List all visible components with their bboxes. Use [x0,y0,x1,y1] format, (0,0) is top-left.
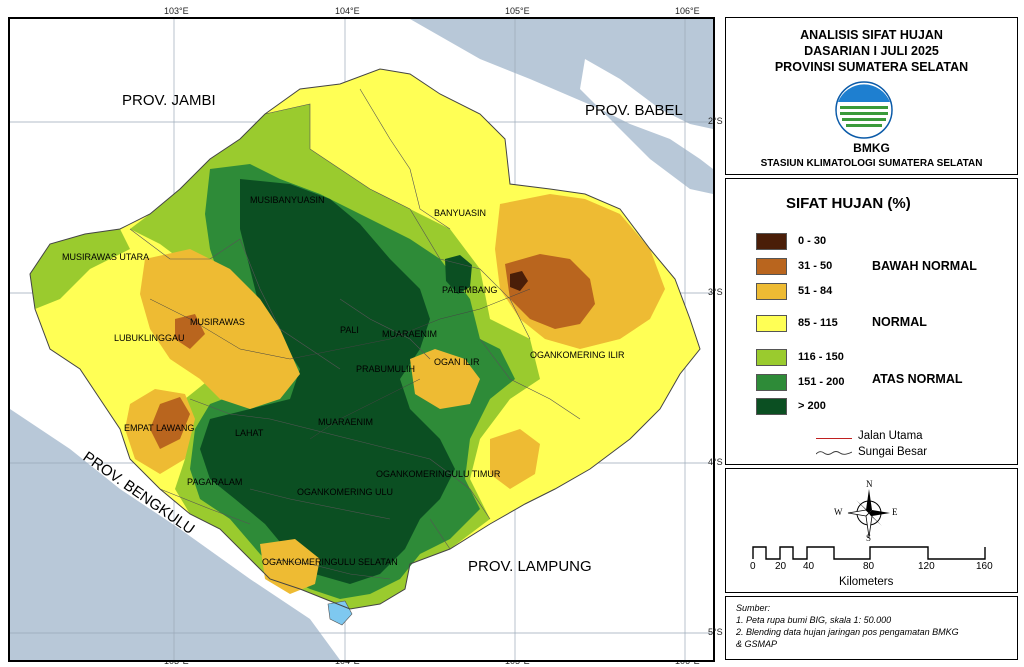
label-oku: OGANKOMERING ULU [297,487,393,497]
label-oku-selatan: OGANKOMERINGULU SELATAN [262,557,398,567]
source-line-1: 1. Peta rupa bumi BIG, skala 1: 50.000 [736,615,892,625]
top-tick-106: 106°E [675,6,700,16]
label-pali: PALI [340,325,359,335]
logo-text: BMKG [853,141,890,155]
scale-tick-120: 120 [918,561,935,572]
label-musibanyuasin: MUSIBANYUASIN [250,195,325,205]
right-tick-2s: 2°S [708,116,723,126]
category-atas-normal: ATAS NORMAL [872,372,963,386]
label-prov-babel: PROV. BABEL [585,102,683,119]
legend-label-200: > 200 [798,400,826,412]
header-panel: ANALISIS SIFAT HUJAN DASARIAN I JULI 202… [725,17,1018,175]
label-empat-lawang: EMPAT LAWANG [124,423,194,433]
river-label: Sungai Besar [858,446,928,458]
legend-swatch-51-84 [756,283,787,300]
rain-class-116-150-west [30,229,130,309]
district-boundaries [129,88,581,580]
legend-swatch-85-115 [756,315,787,332]
land-bangka [580,59,713,169]
label-palembang: PALEMBANG [442,285,497,295]
category-normal: NORMAL [872,315,927,329]
legend-swatch-31-50 [756,258,787,275]
label-muaraenim: MUARAENIM [318,417,373,427]
river-line-icon [816,451,852,455]
legend-panel: SIFAT HUJAN (%) 0 - 30 31 - 50 51 - 84 8… [725,178,1018,465]
compass-rose-icon [847,489,890,538]
label-prabumulih: PRABUMULIH [356,364,415,374]
legend-label-31-50: 31 - 50 [798,260,833,272]
title-line-1: ANALISIS SIFAT HUJAN [800,28,943,42]
label-ogankomering-ilir: OGANKOMERING ILIR [530,350,625,360]
source-panel: Sumber: 1. Peta rupa bumi BIG, skala 1: … [725,596,1018,660]
bmkg-logo-icon [835,81,893,139]
label-prov-lampung: PROV. LAMPUNG [468,558,592,575]
rain-class-51-84-okut [490,429,540,489]
road-label: Jalan Utama [858,430,923,442]
rain-class-31-50-empatlawang [150,397,190,449]
legend-label-0-30: 0 - 30 [798,235,827,247]
compass-s: S [866,533,872,543]
province-outline [29,68,701,610]
rain-class-0-30 [510,271,528,291]
label-pagaralam: PAGARALAM [187,477,242,487]
legend-label-151-200: 151 - 200 [798,376,845,388]
road-line-icon [816,438,852,439]
compass-w: W [834,507,843,517]
label-ogan-ilir: OGAN ILIR [434,357,480,367]
legend-swatch-200 [756,398,787,415]
top-tick-103: 103°E [164,6,189,16]
right-tick-4s: 4°S [708,457,723,467]
source-line-2: 2. Blending data hujan jaringan pos peng… [736,627,959,637]
label-banyuasin: BANYUASIN [434,208,486,218]
label-okut: OGANKOMERINGULU TIMUR [376,469,501,479]
legend-label-116-150: 116 - 150 [798,351,844,363]
label-lahat: LAHAT [235,428,264,438]
category-bawah-normal: BAWAH NORMAL [872,259,977,273]
rivers [149,288,531,440]
rain-class-51-84-musirawas [140,249,300,409]
scale-tick-80: 80 [863,561,875,572]
top-tick-104: 104°E [335,6,360,16]
station-name: STASIUN KLIMATOLOGI SUMATERA SELATAN [760,158,983,169]
scale-unit: Kilometers [839,576,894,588]
top-tick-105: 105°E [505,6,530,16]
rain-class-31-50-musirawas [175,314,205,349]
source-line-3: & GSMAP [736,639,778,649]
scale-tick-40: 40 [803,561,815,572]
label-lubuklinggau: LUBUKLINGGAU [114,333,185,343]
rain-class-200 [200,179,455,584]
title-line-3: PROVINSI SUMATERA SELATAN [774,60,969,74]
source-heading: Sumber: [736,603,771,613]
scale-panel: N E S W 0 20 40 80 120 160 Kilometers [725,468,1018,593]
legend-label-85-115: 85 - 115 [798,317,838,329]
legend-title: SIFAT HUJAN (%) [786,195,911,212]
label-prov-jambi: PROV. JAMBI [122,92,216,109]
legend-swatch-151-200 [756,374,787,391]
rain-class-51-84-oganilir [410,349,480,409]
label-musirawas: MUSIRAWAS [190,317,245,327]
legend-swatch-116-150 [756,349,787,366]
legend-label-51-84: 51 - 84 [798,285,833,297]
map-canvas[interactable]: PROV. JAMBI PROV. BABEL PROV. BENGKULU P… [10,19,713,660]
label-musirawas-utara: MUSIRAWAS UTARA [62,252,149,262]
compass-n: N [866,479,873,489]
scale-bar [752,546,986,560]
right-tick-3s: 3°S [708,287,723,297]
map-frame[interactable]: PROV. JAMBI PROV. BABEL PROV. BENGKULU P… [8,17,715,662]
right-tick-5s: 5°S [708,627,723,637]
scale-tick-160: 160 [976,561,993,572]
title-line-2: DASARIAN I JULI 2025 [804,44,939,58]
scale-tick-0: 0 [750,561,756,572]
legend-swatch-0-30 [756,233,787,250]
scale-tick-20: 20 [775,561,787,572]
compass-e: E [892,507,898,517]
rain-class-31-50 [505,254,595,329]
rain-class-200-palembang [445,255,472,294]
label-muaraenim-north: MUARAENIM [382,329,437,339]
